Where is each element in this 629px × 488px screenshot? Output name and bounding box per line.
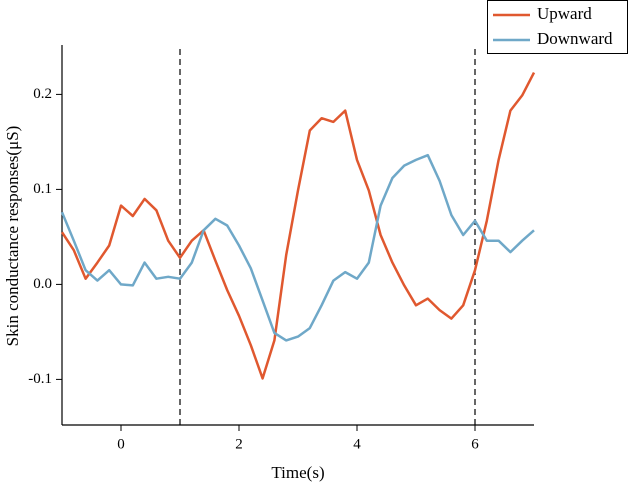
x-tick-label: 6 — [471, 436, 479, 452]
y-tick-label: 0.2 — [33, 86, 52, 102]
series-line — [60, 72, 536, 380]
x-tick-label: 4 — [353, 436, 361, 452]
x-tick-label: 0 — [117, 436, 125, 452]
legend-box — [487, 0, 628, 54]
y-tick-label: -0.1 — [28, 371, 52, 387]
y-tick-label: 0.0 — [33, 276, 52, 292]
x-axis-label: Time(s) — [271, 463, 324, 482]
y-tick-label: 0.1 — [33, 181, 52, 197]
legend-label: Downward — [537, 29, 613, 48]
y-axis-label: Skin conductance responses(μS) — [3, 126, 22, 347]
x-tick-label: 2 — [235, 436, 243, 452]
series-line — [60, 153, 535, 342]
legend-label: Upward — [537, 4, 592, 23]
